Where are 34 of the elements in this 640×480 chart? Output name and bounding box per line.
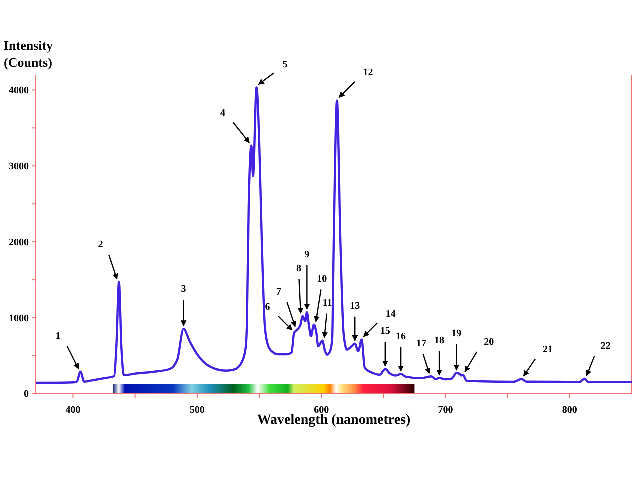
annotation: 6 [265,302,270,314]
x-tick-label: 500 [190,405,205,416]
y-tick-label: 1000 [9,313,29,324]
annotation: 3 [181,284,186,296]
annotation: 1 [56,330,61,342]
annotation: 17 [416,338,426,350]
x-tick-label: 400 [66,405,81,416]
annotation: 12 [363,68,374,79]
annotation: 15 [380,326,390,338]
y-tick-label: 2000 [9,237,29,248]
annotation: 9 [304,249,310,260]
y-tick-label: 0 [24,389,29,400]
annotation: 2 [98,239,104,250]
y-tick-label: 3000 [9,161,29,172]
annotation: 14 [386,308,396,320]
annotation: 20 [484,336,494,348]
y-tick-label: 4000 [9,85,29,96]
annotation: 4 [220,108,226,119]
annotation: 7 [276,286,282,298]
annotation: 21 [542,344,553,356]
annotation: 13 [350,300,360,312]
annotation: 19 [452,328,462,340]
x-axis-title: Wavelength (nanometres) [257,413,412,428]
annotation: 16 [396,331,406,342]
annotation: 11 [322,298,332,309]
annotation: 10 [317,274,328,285]
annotation: 22 [600,340,611,352]
line-series [34,86,634,384]
x-tick-label: 800 [562,405,578,416]
annotation: 5 [282,60,288,71]
annotation: 8 [296,263,302,274]
y-axis-title: Intensity (Counts) [4,38,54,70]
x-tick-label: 700 [438,405,454,416]
annotation: 18 [434,335,445,346]
